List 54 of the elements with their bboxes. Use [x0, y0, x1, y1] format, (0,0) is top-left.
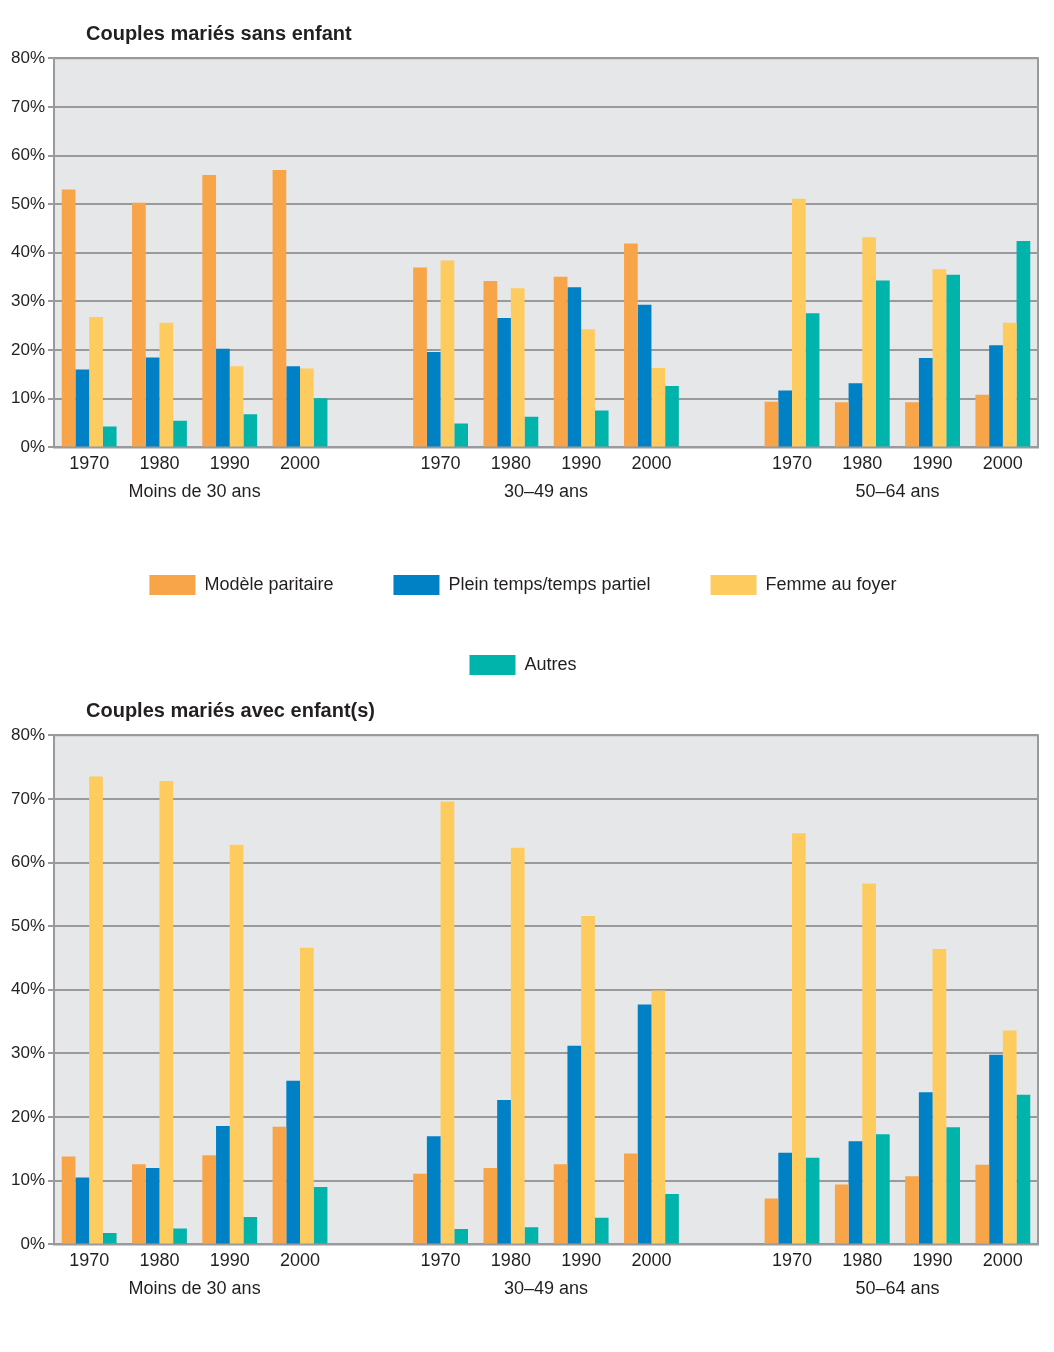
- x-tick-label: 2000: [631, 1250, 672, 1271]
- text: 50–64 ans: [855, 1278, 940, 1299]
- x-tick-label: 1990: [209, 1250, 250, 1271]
- y-tick-label: 20%: [10, 339, 46, 359]
- y-tick-label: 70%: [10, 96, 46, 116]
- x-tick-label: 2000: [280, 1250, 321, 1271]
- text: 30–49 ans: [503, 481, 589, 502]
- x-tick-label: 1970: [771, 1250, 813, 1271]
- x-tick-label: 1990: [561, 453, 602, 474]
- x-tick-label: 1980: [139, 453, 180, 474]
- x-tick-label: 1970: [69, 453, 110, 474]
- x-tick-label: 1980: [842, 453, 883, 474]
- x-tick-label: 1990: [912, 1250, 953, 1271]
- y-tick-label: 60%: [10, 145, 46, 165]
- x-tick-label: 2000: [982, 453, 1023, 474]
- x-tick-label: 1970: [771, 453, 813, 474]
- x-tick-label: 1980: [139, 1250, 180, 1271]
- y-tick-label: 70%: [10, 788, 46, 808]
- legend-label: Modèle paritaire: [204, 573, 334, 594]
- chart-title: Couples mariés avec enfant(s): [85, 698, 376, 722]
- x-tick-label: 1980: [490, 453, 531, 474]
- y-tick-label: 0%: [20, 1234, 46, 1254]
- y-tick-label: 80%: [10, 724, 46, 744]
- y-tick-label: 10%: [10, 1170, 46, 1190]
- y-tick-label: 30%: [10, 291, 46, 311]
- legend-label: Autres: [524, 653, 577, 674]
- y-tick-label: 40%: [10, 979, 46, 999]
- y-tick-label: 60%: [10, 852, 46, 872]
- legend-label: Plein temps/temps partiel: [448, 573, 651, 594]
- x-tick-label: 1980: [490, 1250, 531, 1271]
- x-tick-label: 1990: [209, 453, 250, 474]
- x-tick-label: 1970: [69, 1250, 110, 1271]
- text: Moins de 30 ans: [128, 1278, 261, 1299]
- text: Moins de 30 ans: [128, 481, 261, 502]
- y-tick-label: 80%: [10, 47, 46, 67]
- x-tick-label: 1970: [420, 453, 461, 474]
- text: 30–49 ans: [503, 1278, 589, 1299]
- y-tick-label: 20%: [10, 1106, 46, 1126]
- x-tick-label: 1980: [842, 1250, 883, 1271]
- y-tick-label: 50%: [10, 915, 46, 935]
- x-tick-label: 1990: [912, 453, 953, 474]
- y-tick-label: 50%: [10, 193, 46, 213]
- y-tick-label: 0%: [20, 437, 46, 457]
- x-tick-label: 1990: [561, 1250, 602, 1271]
- chart-title: Couples mariés sans enfant: [85, 21, 353, 45]
- x-tick-label: 2000: [631, 453, 672, 474]
- x-tick-label: 2000: [280, 453, 321, 474]
- y-tick-label: 10%: [10, 388, 46, 408]
- x-tick-label: 1970: [420, 1250, 461, 1271]
- y-tick-label: 30%: [10, 1043, 46, 1063]
- y-tick-label: 40%: [10, 242, 46, 262]
- text: 50–64 ans: [855, 481, 940, 502]
- legend-label: Femme au foyer: [765, 573, 897, 594]
- x-tick-label: 2000: [982, 1250, 1023, 1271]
